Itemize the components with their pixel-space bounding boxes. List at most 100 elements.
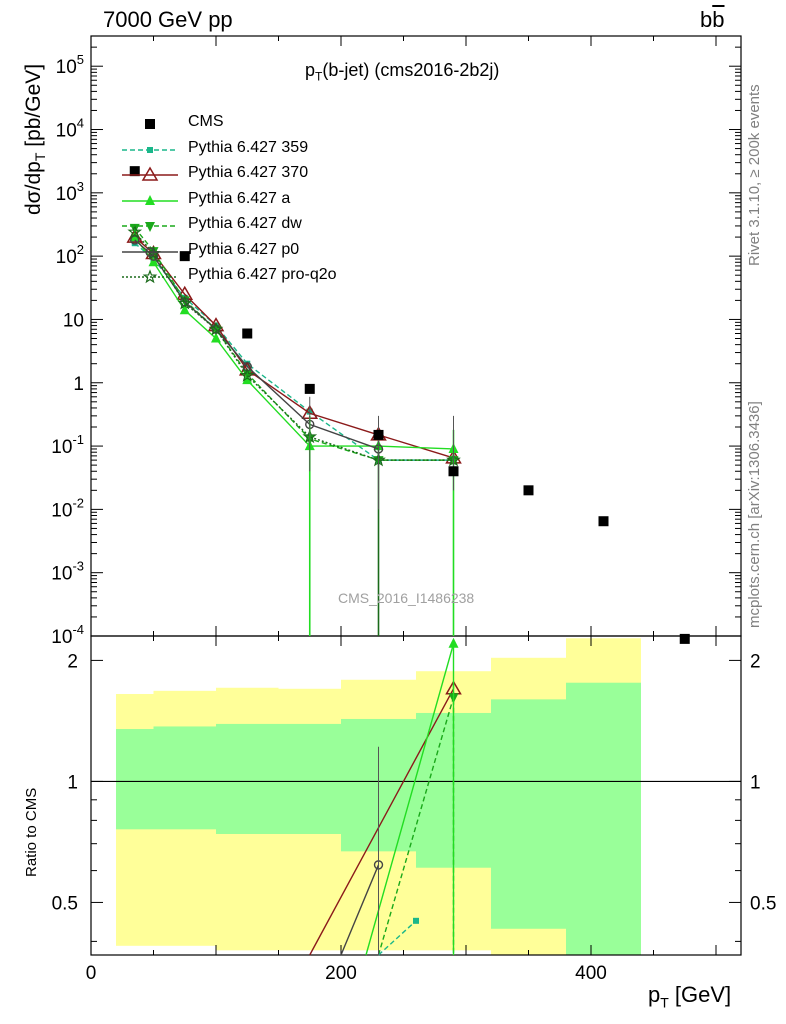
series-point-5-4 <box>239 367 255 382</box>
y-tick-label-10^-3: 10-3 <box>51 559 84 585</box>
legend-marker <box>141 166 159 181</box>
y-tick-label-10: 10 <box>63 310 84 331</box>
marker-square <box>679 633 690 644</box>
marker-triangle <box>141 166 159 181</box>
legend-item: Pythia 6.427 359 <box>120 138 380 162</box>
legend-marker <box>142 269 158 284</box>
y-tick-exponent: 4 <box>77 116 84 131</box>
mcplots-label: mcplots.cern.ch [arXiv:1306.3436] <box>746 401 763 628</box>
green-band-7 <box>566 682 641 955</box>
cms-point-0 <box>129 166 140 177</box>
cms-data <box>129 166 690 644</box>
legend-item: Pythia 6.427 p0 <box>120 240 380 264</box>
legend-item: CMS <box>120 112 380 136</box>
green-band-2 <box>216 723 279 834</box>
error-bars <box>308 396 455 636</box>
ratio-tick-label-right-1: 1 <box>750 772 761 793</box>
ratio-series <box>309 637 462 956</box>
ratio-line-1 <box>365 643 455 956</box>
series-point-5-2 <box>177 295 193 310</box>
header-right-b: b <box>700 7 713 32</box>
series-point-4-0 <box>130 235 140 245</box>
legend-label: Pythia 6.427 370 <box>188 164 309 181</box>
cms-point-8 <box>679 633 690 644</box>
ratio-line-2 <box>377 696 455 956</box>
y-tick-label-10^4: 104 <box>56 116 84 142</box>
marker-square <box>373 429 384 440</box>
legend-marker <box>145 246 155 257</box>
cms-point-5 <box>448 466 459 477</box>
series-point-0-0 <box>131 240 138 247</box>
marker-square <box>147 146 153 153</box>
marker-star <box>127 224 143 239</box>
ratio-line-0 <box>309 688 455 956</box>
y-label-sub: T <box>32 152 49 162</box>
legend-label: Pythia 6.427 p0 <box>188 240 300 258</box>
legend-swatch <box>122 166 178 181</box>
title-main: p <box>305 60 316 80</box>
y-tick-exponent: 5 <box>77 52 84 67</box>
marker-star <box>142 269 158 284</box>
ratio-line-4 <box>378 920 417 956</box>
ratio-tick-label-left-1: 1 <box>67 772 78 793</box>
ratio-tick-label-left-2: 2 <box>67 651 78 672</box>
marker-square <box>129 166 140 177</box>
series-point-2-1 <box>148 256 159 267</box>
marker-triangle-down <box>145 222 155 232</box>
y-tick-exponent: -2 <box>72 495 84 510</box>
series-line-0 <box>134 242 454 461</box>
marker-square <box>145 119 155 129</box>
legend-label: Pythia 6.427 a <box>188 189 291 207</box>
y-label-rest: [pb/GeV] <box>22 63 45 153</box>
legend-label: Pythia 6.427 pro-q2o <box>188 266 337 283</box>
marker-triangle <box>211 332 221 343</box>
y-tick-label-10^-1: 10-1 <box>51 432 84 458</box>
x-tick-label-400: 400 <box>575 963 607 984</box>
legend-marker <box>147 146 153 153</box>
x-ticks: 0 200 400 <box>86 36 717 984</box>
marker-star <box>177 295 193 310</box>
cms-point-7 <box>598 516 609 527</box>
legend-swatch <box>145 119 155 129</box>
x-tick-label-0: 0 <box>86 963 97 984</box>
marker-star <box>239 367 255 382</box>
legend-item: Pythia 6.427 370 <box>120 163 380 187</box>
title-rest: (b-jet) (cms2016-2b2j) <box>322 60 500 80</box>
green-band-6 <box>491 699 566 929</box>
legend-label: Pythia 6.427 359 <box>188 138 309 156</box>
marker-triangle <box>179 304 190 315</box>
y-tick-label-10^-2: 10-2 <box>51 495 84 521</box>
marker-square <box>598 516 609 527</box>
series-line-2 <box>134 236 454 450</box>
y-tick-label-10^5: 105 <box>56 52 84 78</box>
legend-item: Pythia 6.427 a <box>120 189 380 213</box>
green-band-1 <box>153 726 216 830</box>
ratio-plot-frame <box>90 635 742 956</box>
ratio-point-1 <box>448 637 459 648</box>
x-label-main: p <box>648 982 661 1007</box>
legend-swatch <box>122 269 178 284</box>
y-tick-exponent: 3 <box>77 179 84 194</box>
series-point-5-3 <box>208 321 224 336</box>
y-tick-label-10^3: 103 <box>56 179 84 205</box>
marker-square <box>523 485 534 496</box>
chart-title: pT(b-jet) (cms2016-2b2j) <box>305 60 499 84</box>
legend-label: Pythia 6.427 dw <box>188 215 302 232</box>
y-tick-exponent: -3 <box>72 559 84 574</box>
y-tick-exponent: -1 <box>72 432 84 447</box>
marker-square <box>242 328 253 339</box>
cms-point-4 <box>373 429 384 440</box>
marker-square <box>413 917 419 924</box>
marker-square <box>448 466 459 477</box>
y-axis-label-top: dσ/dpT [pb/GeV] <box>22 64 48 215</box>
ratio-point-4 <box>413 917 419 924</box>
y-tick-exponent: 2 <box>77 242 84 257</box>
legend-label: CMS <box>188 113 224 130</box>
ratio-y-ticks: 0.5 0.5 1 1 2 2 <box>52 651 776 942</box>
cms-point-1 <box>179 251 190 262</box>
marker-square <box>131 240 138 247</box>
title-sub: T <box>315 69 323 84</box>
legend-swatch <box>122 246 178 257</box>
watermark: CMS_2016_I1486238 <box>338 590 475 606</box>
